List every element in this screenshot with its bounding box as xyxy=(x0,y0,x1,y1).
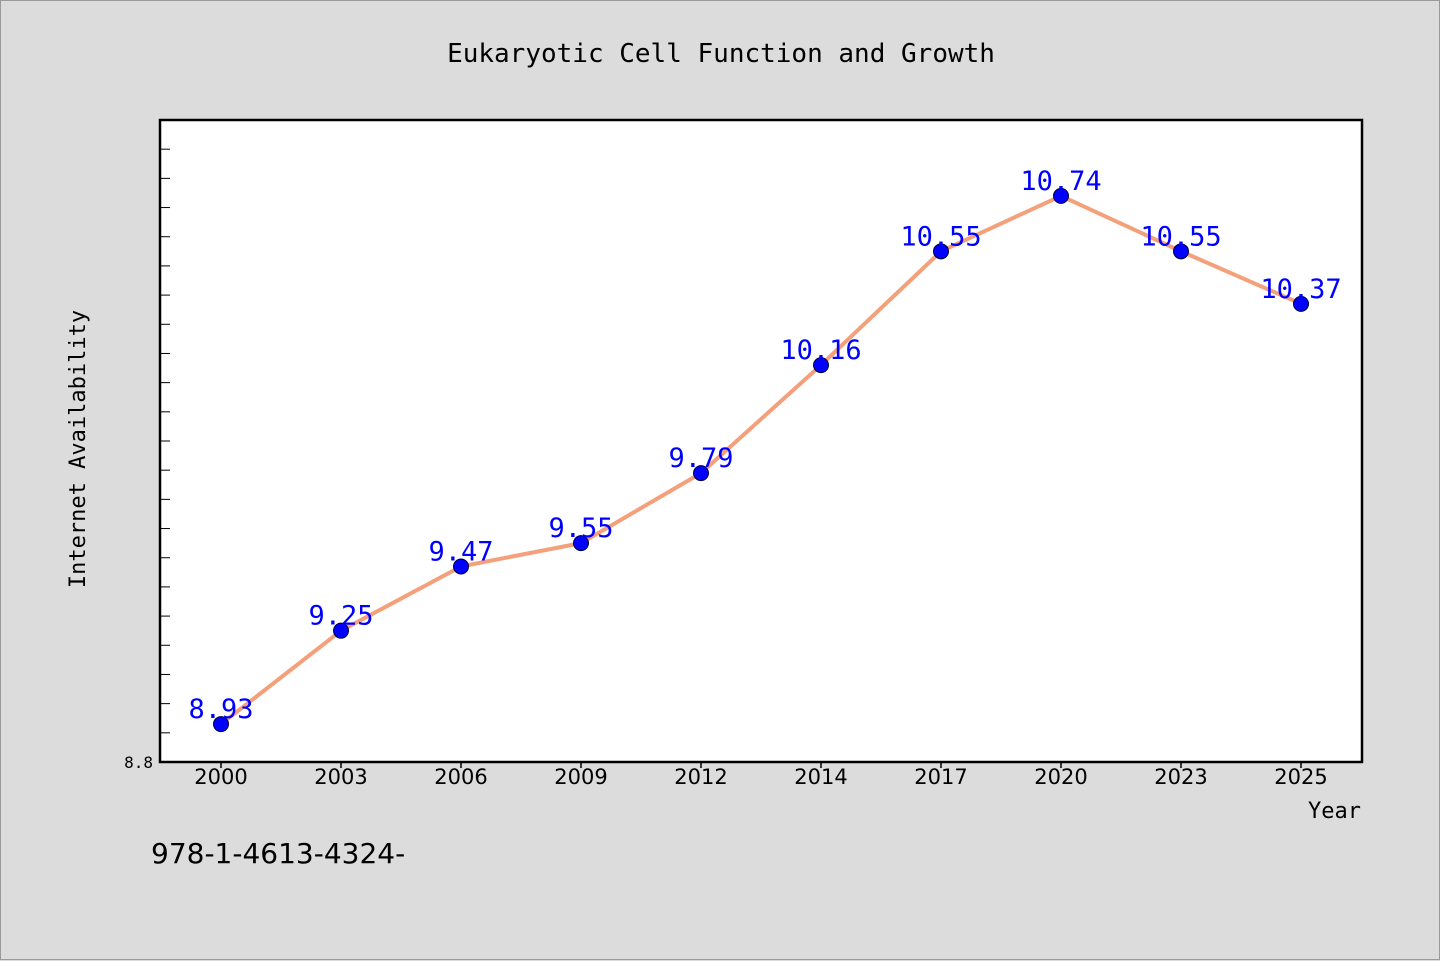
data-point xyxy=(813,357,829,374)
x-tick-labels: 2000 2003 2006 2009 2012 2014 2017 2020 2023 2025 xyxy=(194,765,1327,789)
plot-area xyxy=(158,118,1364,764)
y-tick-label: 8.8 xyxy=(124,753,153,772)
x-tick-label: 2006 xyxy=(434,765,487,789)
data-label: 10.55 xyxy=(1140,221,1221,252)
data-markers xyxy=(213,187,1309,733)
x-axis-ticks xyxy=(220,762,1302,768)
data-labels: 8.93 9.25 9.47 9.55 9.79 10.16 10.55 10.74 10.55… xyxy=(188,166,1341,725)
data-point xyxy=(213,716,229,733)
isbn-text: 978-1-4613-4324- xyxy=(151,837,405,870)
data-point xyxy=(573,535,589,552)
y-axis-label: Internet Availability xyxy=(66,310,91,588)
data-point xyxy=(453,558,469,575)
x-tick-label: 2000 xyxy=(194,765,247,789)
x-tick-label: 2003 xyxy=(314,765,367,789)
data-label: 8.93 xyxy=(188,694,253,725)
y-axis-ticks xyxy=(160,148,170,763)
data-label: 10.16 xyxy=(780,335,861,366)
x-axis-label: Year xyxy=(1308,799,1361,824)
data-label: 10.74 xyxy=(1020,166,1101,197)
data-point xyxy=(1293,295,1309,312)
data-label: 9.47 xyxy=(428,536,493,567)
x-tick-label: 2014 xyxy=(794,765,847,789)
data-label: 9.79 xyxy=(668,443,733,474)
x-tick-label: 2023 xyxy=(1154,765,1207,789)
data-label: 10.55 xyxy=(900,221,981,252)
data-point xyxy=(933,243,949,260)
x-tick-label: 2012 xyxy=(674,765,727,789)
data-point xyxy=(333,622,349,639)
data-point xyxy=(693,465,709,482)
x-tick-label: 2017 xyxy=(914,765,967,789)
series-line xyxy=(219,193,1302,726)
data-label: 10.37 xyxy=(1260,274,1341,305)
data-point xyxy=(1173,243,1189,260)
x-tick-label: 2020 xyxy=(1034,765,1087,789)
data-label: 9.25 xyxy=(308,601,373,632)
x-tick-label: 2025 xyxy=(1274,765,1327,789)
x-tick-label: 2009 xyxy=(554,765,607,789)
data-label: 9.55 xyxy=(548,513,613,544)
chart-title: Eukaryotic Cell Function and Growth xyxy=(447,39,995,69)
data-point xyxy=(1053,187,1069,204)
